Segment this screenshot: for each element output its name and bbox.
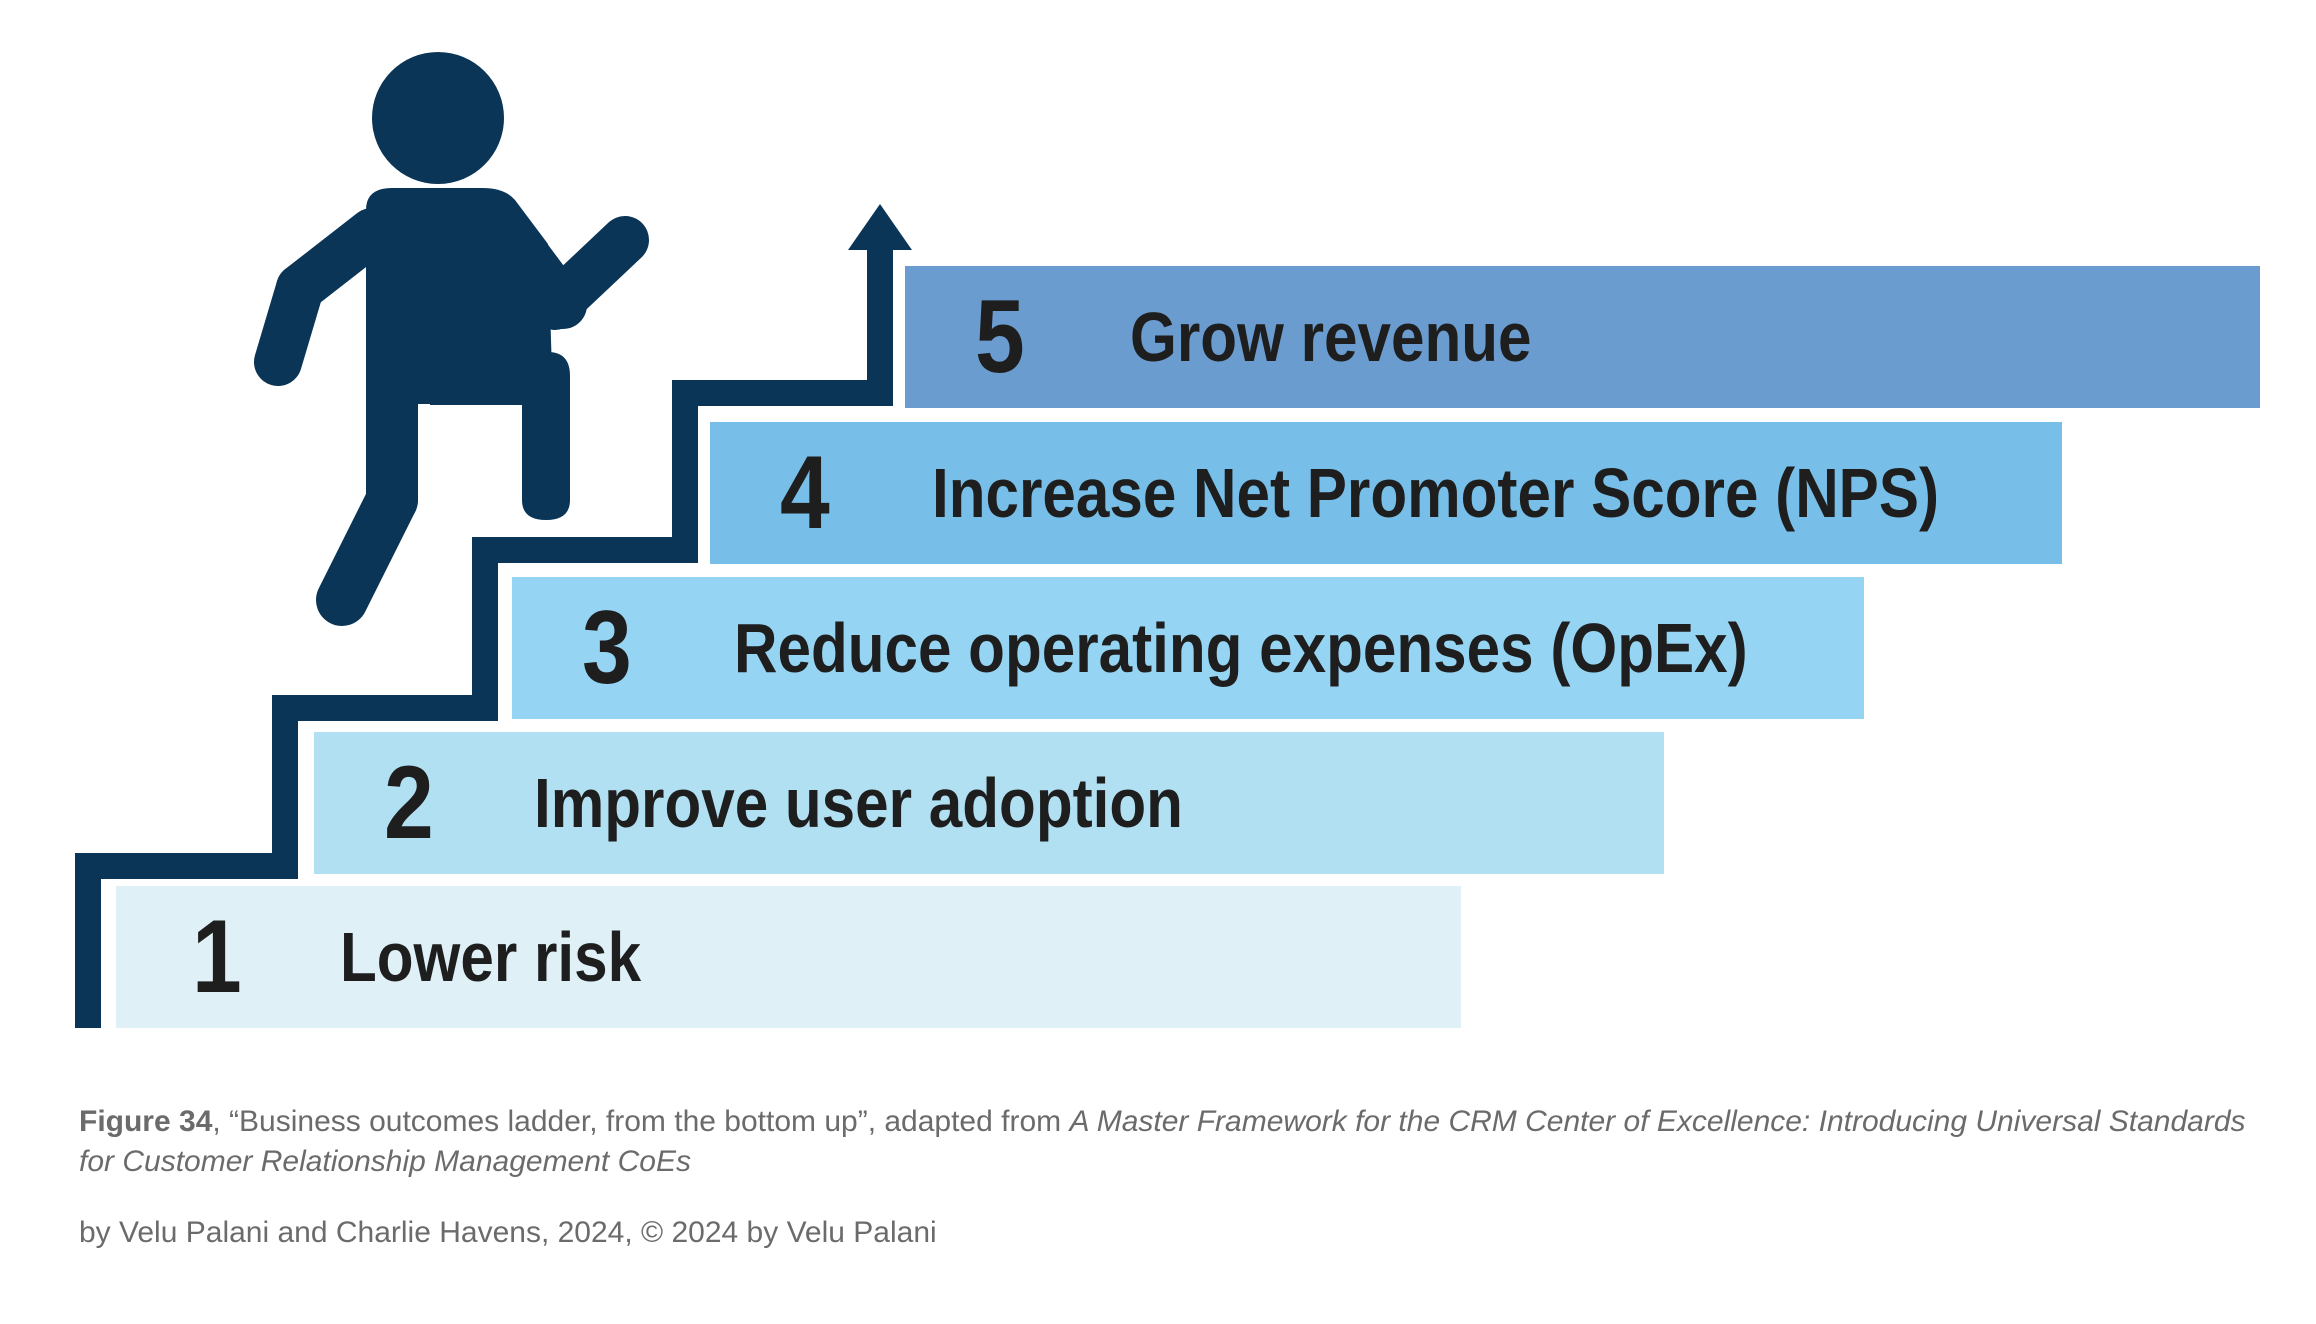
step-3-label: Reduce operating expenses (OpEx) bbox=[734, 609, 1748, 687]
figure-caption: Figure 34, “Business outcomes ladder, fr… bbox=[79, 1102, 2259, 1182]
step-4-bar: 4 Increase Net Promoter Score (NPS) bbox=[710, 422, 2062, 564]
source-title: A Master Framework for the CRM Center of… bbox=[79, 1105, 2246, 1178]
step-4-label: Increase Net Promoter Score (NPS) bbox=[932, 454, 1940, 532]
step-5-number: 5 bbox=[975, 279, 1025, 395]
person-thigh-front bbox=[430, 352, 570, 520]
step-1-label: Lower risk bbox=[340, 918, 642, 996]
step-4-number: 4 bbox=[780, 435, 830, 551]
figure-number: Figure 34 bbox=[79, 1105, 213, 1138]
step-1-bar: 1 Lower risk bbox=[116, 886, 1461, 1028]
staircase-line bbox=[75, 235, 893, 1028]
caption-text: , “Business outcomes ladder, from the bo… bbox=[212, 1105, 1070, 1138]
person-shin-back bbox=[316, 474, 418, 626]
arrow-up-icon bbox=[848, 204, 912, 250]
step-2-bar: 2 Improve user adoption bbox=[314, 732, 1664, 874]
step-5-label: Grow revenue bbox=[1130, 298, 1532, 376]
step-2-label: Improve user adoption bbox=[534, 764, 1183, 842]
step-1-number: 1 bbox=[192, 899, 242, 1015]
step-3-bar: 3 Reduce operating expenses (OpEx) bbox=[512, 577, 1864, 719]
person-forearm-left bbox=[254, 264, 324, 386]
figure-credit: by Velu Palani and Charlie Havens, 2024,… bbox=[79, 1216, 937, 1249]
person-forearm-right bbox=[531, 216, 649, 330]
step-5-bar: 5 Grow revenue bbox=[905, 266, 2260, 408]
step-3-number: 3 bbox=[582, 590, 632, 706]
step-2-number: 2 bbox=[384, 745, 434, 861]
person-head bbox=[372, 52, 504, 184]
walking-person-icon bbox=[254, 52, 649, 626]
